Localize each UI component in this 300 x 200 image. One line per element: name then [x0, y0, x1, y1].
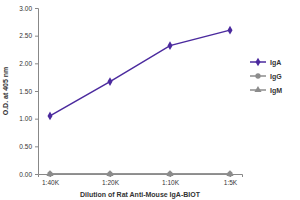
x-tick-label: 1:10K	[162, 179, 180, 186]
series-line	[50, 30, 230, 116]
x-axis-line	[39, 175, 243, 178]
point	[166, 170, 173, 176]
series-line	[50, 173, 230, 175]
y-tick-mark	[35, 174, 38, 175]
y-tick-mark	[35, 91, 38, 92]
point	[106, 170, 113, 176]
legend-entry: IgM	[250, 86, 282, 95]
y-tick-mark	[35, 8, 38, 9]
legend-entry: IgG	[250, 73, 282, 81]
point	[226, 170, 233, 176]
marks	[46, 26, 233, 177]
y-tick-label: 0.00	[19, 171, 32, 178]
point	[46, 170, 53, 176]
y-tick: 0.00	[19, 171, 38, 178]
point	[167, 41, 172, 50]
legend-marker	[255, 73, 260, 78]
legend-marker	[255, 58, 260, 67]
point	[107, 77, 112, 86]
legend-label: IgM	[270, 87, 282, 95]
chart: 0.000.501.001.502.002.503.001:40K1:20K1:…	[0, 0, 300, 200]
point	[47, 112, 52, 121]
y-tick-label: 0.50	[19, 143, 32, 150]
y-tick-label: 1.50	[19, 88, 32, 95]
x-axis: 1:40K 1:20K 1:10K 1:5K	[39, 174, 243, 186]
y-tick-mark	[35, 119, 38, 120]
y-tick-mark	[35, 146, 38, 147]
x-tick-label: 1:40K	[42, 179, 60, 186]
y-tick-mark	[35, 36, 38, 37]
y-tick-label: 3.00	[19, 5, 32, 12]
point	[227, 171, 232, 176]
series-line	[50, 173, 230, 175]
y-tick: 1.00	[19, 115, 38, 122]
plot: 0.000.501.001.502.002.503.001:40K1:20K1:…	[19, 5, 242, 186]
y-tick: 0.50	[19, 143, 38, 150]
x-tick-label: 1:5K	[224, 179, 238, 186]
y-tick-mark	[35, 63, 38, 64]
y-axis-title: O.D. at 405 nm	[2, 67, 9, 116]
y-axis-line	[35, 9, 39, 175]
y-tick-label: 1.00	[19, 115, 32, 122]
point	[107, 171, 112, 176]
legend-label: IgA	[270, 59, 281, 67]
point	[47, 171, 52, 176]
y-tick: 2.50	[19, 32, 38, 39]
point	[227, 26, 232, 35]
y-axis: 0.00 0.50 1.00 1.50 2.00 2.50 3.00	[19, 5, 38, 178]
legend-label: IgG	[270, 73, 282, 81]
legend-entry: IgA	[250, 58, 281, 67]
x-tick-label: 1:20K	[102, 179, 120, 186]
x-axis-title: Dilution of Rat Anti-Mouse IgA-BIOT	[80, 191, 201, 199]
point	[167, 171, 172, 176]
legend: IgA IgG IgM	[250, 58, 282, 95]
y-tick: 3.00	[19, 5, 38, 12]
y-tick: 2.00	[19, 60, 38, 67]
y-tick-label: 2.50	[19, 32, 32, 39]
legend-marker	[254, 86, 261, 92]
y-tick: 1.50	[19, 88, 38, 95]
y-tick-label: 2.00	[19, 60, 32, 67]
